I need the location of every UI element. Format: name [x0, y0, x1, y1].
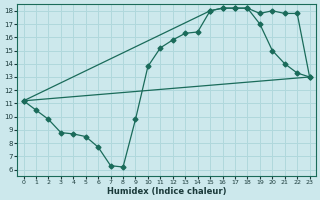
X-axis label: Humidex (Indice chaleur): Humidex (Indice chaleur)	[107, 187, 226, 196]
